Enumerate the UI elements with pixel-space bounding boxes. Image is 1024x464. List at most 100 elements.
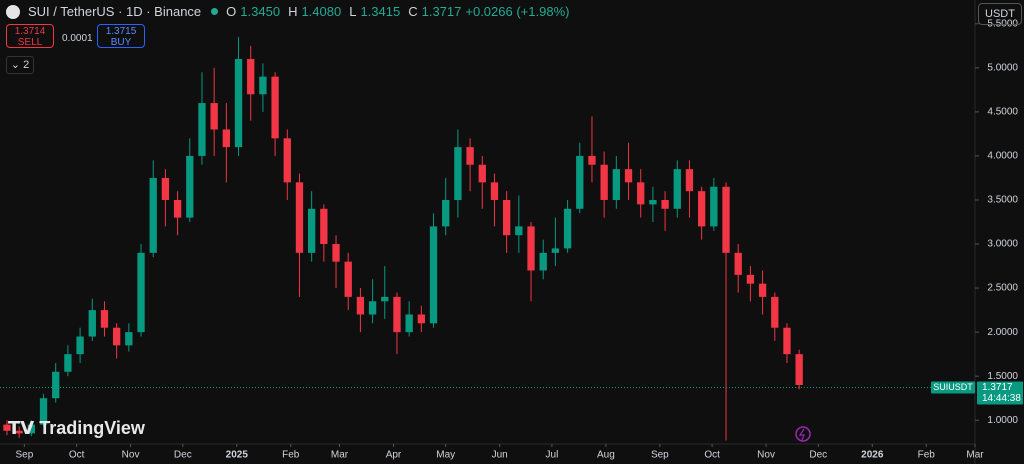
candle-body (3, 424, 11, 431)
candle-body (100, 310, 109, 328)
candle-body (600, 164, 608, 200)
candle-body (429, 226, 438, 324)
candle-body (52, 371, 60, 399)
candle-body (490, 182, 499, 200)
change-value: +0.0266 (+1.98%) (465, 4, 570, 19)
spread: 0.0001 (62, 33, 93, 44)
x-tick-label: Sep (651, 450, 669, 461)
buy-button[interactable]: 1.3715 BUY (97, 24, 145, 48)
high-value: 1.4080 (301, 4, 342, 19)
candle-body (661, 199, 669, 209)
x-tick-label: Jul (546, 450, 559, 461)
y-tick-label: 2.0000 (987, 327, 1018, 338)
x-tick-label: Nov (122, 450, 140, 461)
market-status (211, 8, 219, 15)
candle-body (612, 169, 620, 200)
candle-body (795, 354, 803, 385)
price-tag-bg (977, 381, 1023, 405)
candle-body (734, 252, 742, 275)
candle-body (783, 327, 791, 355)
watermark: 𝗧𝗩 TradingView (8, 418, 145, 439)
candle-body (161, 177, 170, 200)
candle-body (271, 76, 279, 139)
x-tick-label: May (436, 450, 455, 461)
x-tick-label: Nov (757, 450, 775, 461)
x-tick-label: Apr (386, 450, 402, 461)
symbol-tag: SUIUSDT (933, 382, 973, 392)
candle-body (320, 208, 328, 245)
candle-body (637, 182, 645, 205)
candle-body (710, 186, 718, 227)
candle-body (673, 169, 681, 209)
candle-body (332, 244, 340, 262)
countdown: 14:44:38 (982, 393, 1021, 404)
symbol-title[interactable]: SUI / TetherUS · 1D · Binance (28, 4, 202, 19)
indicators-count: 2 (23, 59, 30, 71)
sell-label: SELL (17, 37, 43, 48)
candle-body (112, 327, 121, 346)
candle-body (222, 129, 230, 148)
x-tick-label: Mar (331, 450, 349, 461)
candle-body (442, 199, 450, 227)
sell-button[interactable]: 1.3714 SELL (6, 24, 54, 48)
candle-body (198, 103, 206, 156)
x-tick-label: Feb (282, 450, 300, 461)
x-tick-label: Oct (704, 450, 720, 461)
candle-body (64, 354, 72, 372)
candle-body (27, 424, 35, 434)
sell-price: 1.3714 (14, 26, 46, 37)
candle-body (295, 182, 304, 253)
candle-body (722, 186, 730, 253)
candle-body (393, 296, 401, 333)
x-tick-label: 2025 (226, 450, 249, 461)
candle-body (551, 248, 560, 253)
low-label: L (349, 4, 357, 19)
watermark-logo: 𝗧𝗩 (8, 418, 40, 438)
y-tick-label: 4.5000 (987, 107, 1018, 118)
indicators-toggle[interactable]: ⌄ 2 (6, 56, 34, 74)
candle-body (454, 147, 462, 200)
buy-label: BUY (110, 37, 132, 48)
currency-button[interactable]: USDT (978, 3, 1022, 25)
candle-body (149, 177, 157, 253)
candle-body (746, 274, 755, 284)
x-tick-label: Sep (15, 450, 33, 461)
candle-body (186, 155, 194, 218)
candle-body (624, 169, 633, 183)
candle-body (502, 199, 511, 236)
candle-body (381, 296, 389, 302)
y-tick-label: 5.5000 (987, 18, 1018, 29)
x-tick-label: Oct (69, 450, 85, 461)
candle-body (307, 208, 316, 253)
x-tick-label: Dec (809, 450, 827, 461)
candle-body (527, 226, 535, 271)
candle-body (234, 59, 243, 148)
x-tick-label: Aug (597, 450, 615, 461)
candle-body (405, 314, 413, 333)
x-tick-label: 2026 (861, 450, 884, 461)
candle-body (758, 283, 767, 297)
candle-body (649, 199, 657, 205)
candle-body (685, 169, 694, 192)
high-label: H (288, 4, 298, 19)
y-tick-label: 3.5000 (987, 195, 1018, 206)
candle-body (210, 103, 218, 130)
event-icon[interactable] (795, 426, 811, 442)
event-bolt (798, 428, 805, 441)
candle-body (515, 226, 523, 236)
candle-body (356, 296, 365, 315)
x-tick-label: Dec (174, 450, 192, 461)
candle-body (173, 199, 182, 218)
open-value: 1.3450 (240, 4, 281, 19)
candle-body (125, 332, 133, 346)
x-tick-label: Mar (966, 450, 984, 461)
candle-body (417, 314, 425, 324)
candle-body (247, 59, 255, 95)
candle-body (697, 191, 706, 227)
candle-body (478, 164, 486, 183)
candle-body (563, 208, 572, 249)
last-price-label: 1.3717 (982, 382, 1013, 393)
open-label: O (226, 4, 237, 19)
